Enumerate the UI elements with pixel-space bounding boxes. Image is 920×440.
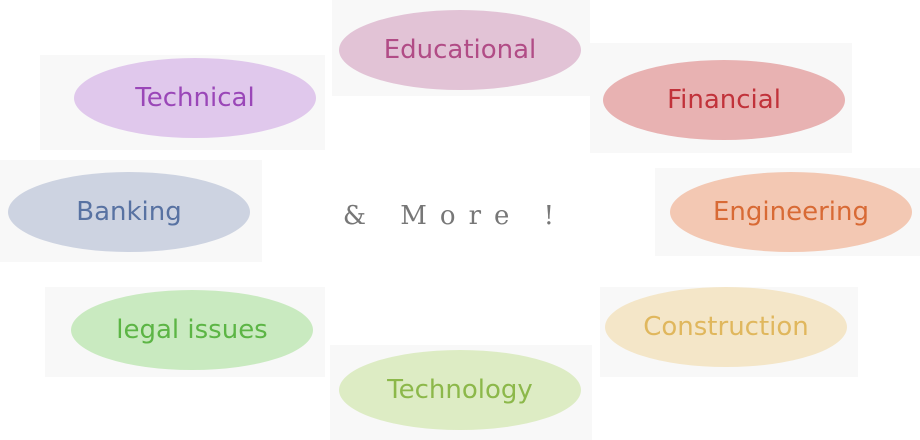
topic-label: Construction [643, 312, 809, 342]
topic-financial: Financial [603, 60, 845, 140]
topic-label: Educational [383, 35, 537, 65]
topic-construction: Construction [605, 287, 847, 367]
topic-technology: Technology [339, 350, 581, 430]
topic-label: Technology [387, 375, 533, 405]
topic-educational: Educational [339, 10, 581, 90]
topic-label: Engineering [713, 197, 869, 227]
topic-technical: Technical [74, 58, 316, 138]
topic-banking: Banking [8, 172, 250, 252]
topic-label: legal issues [116, 315, 268, 345]
topic-label: Banking [76, 197, 182, 227]
topic-engineering: Engineering [670, 172, 912, 252]
topic-label: Technical [135, 83, 255, 113]
topic-legal-issues: legal issues [71, 290, 313, 370]
center-text: & More ! [342, 201, 568, 231]
topic-label: Financial [667, 85, 781, 115]
